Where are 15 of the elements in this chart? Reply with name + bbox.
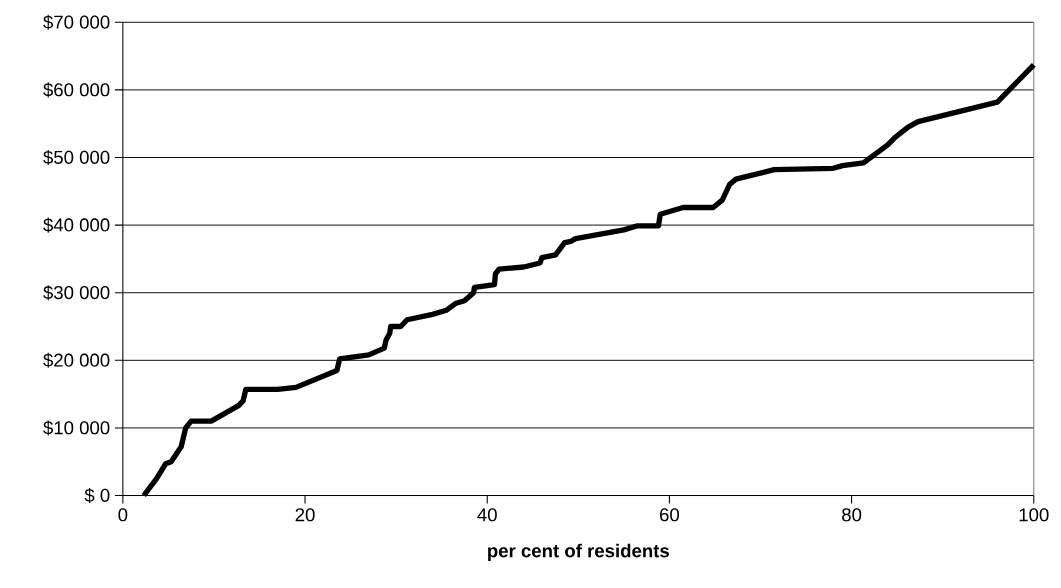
y-tick-label: $60 000: [43, 82, 110, 98]
x-tick-label: 100: [1019, 508, 1049, 522]
x-tick-label: 20: [295, 508, 315, 522]
x-tick-label: 40: [477, 508, 497, 522]
y-tick-label: $ 0: [84, 487, 110, 503]
y-tick-label: $70 000: [43, 14, 110, 30]
y-tick-label: $30 000: [43, 285, 110, 301]
x-tick-label: 0: [118, 508, 128, 522]
y-tick-label: $20 000: [43, 352, 110, 368]
y-tick-label: $10 000: [43, 420, 110, 436]
x-axis-title: per cent of residents: [488, 543, 669, 562]
y-tick-label: $40 000: [43, 217, 110, 233]
x-tick-label: 60: [660, 508, 680, 522]
x-tick-label: 80: [842, 508, 862, 522]
y-tick-label: $50 000: [43, 149, 110, 165]
